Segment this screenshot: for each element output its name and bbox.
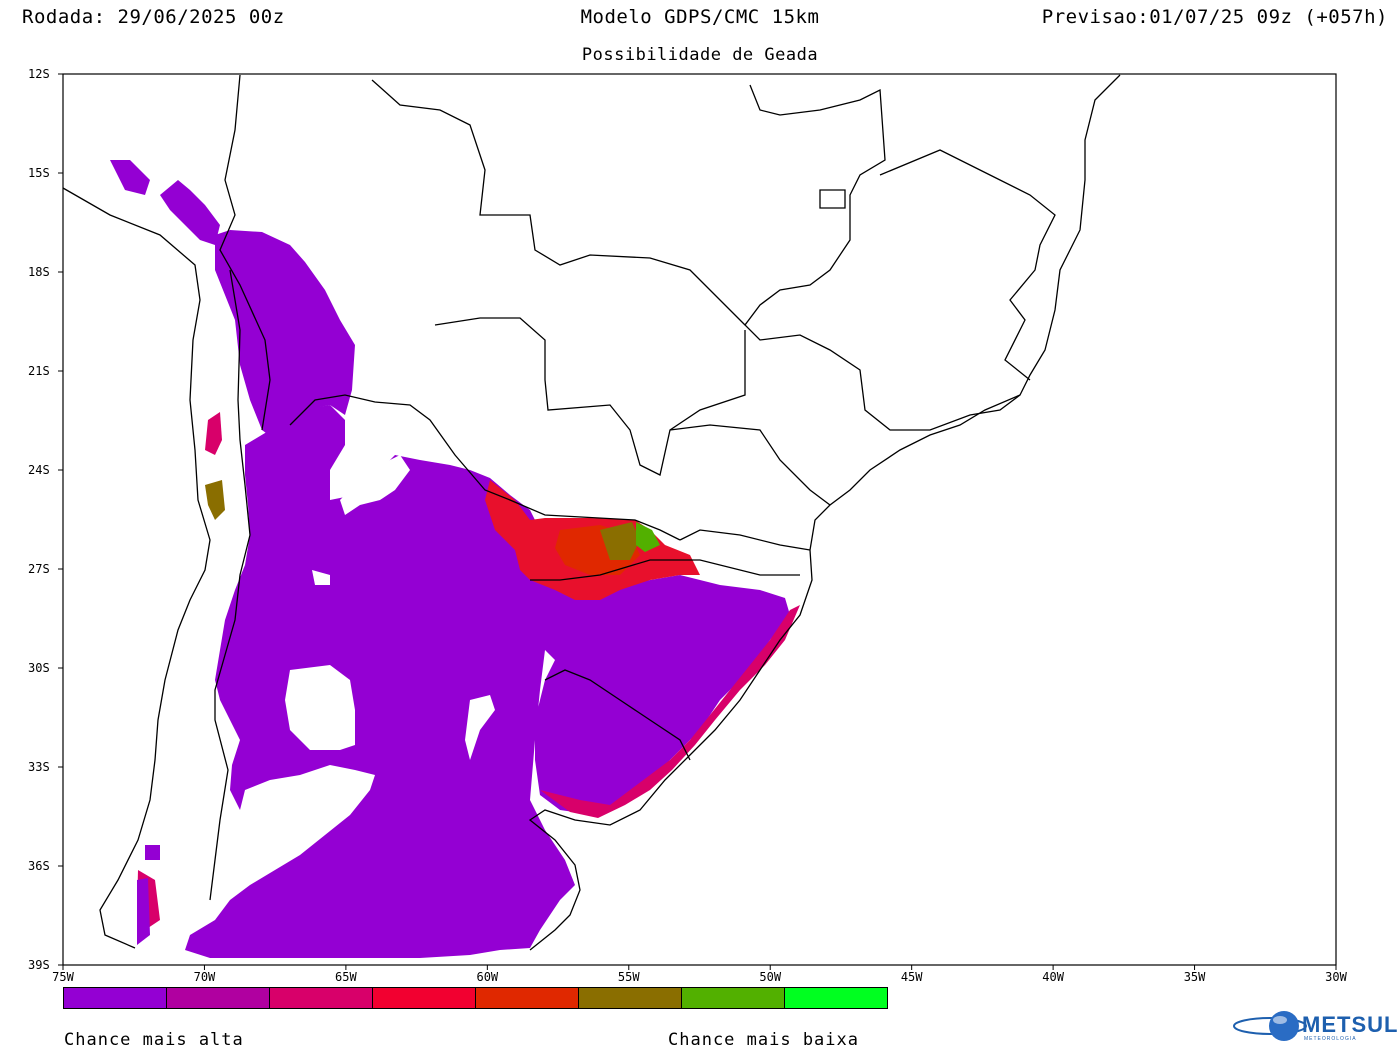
border-sul-states <box>530 559 800 581</box>
frost-area-main <box>160 180 220 245</box>
frost-area-medium <box>205 412 222 455</box>
frost-area-medium <box>205 480 225 520</box>
no-frost-hole <box>340 455 410 515</box>
legend-swatch <box>579 988 682 1008</box>
run-date-label: Rodada: 29/06/2025 00z <box>22 6 285 28</box>
border-mg-state <box>744 84 1021 431</box>
model-name-label: Modelo GDPS/CMC 15km <box>580 6 820 28</box>
legend-swatch <box>64 988 167 1008</box>
coastline-pacific <box>62 187 211 949</box>
border-brazil-north <box>371 79 746 326</box>
border-df <box>819 189 846 209</box>
lon-tick-label: 60W <box>476 970 499 984</box>
no-frost-hole <box>285 665 355 750</box>
forecast-time-label: Previsao:01/07/25 09z (+057h) <box>1041 6 1388 28</box>
frost-area-low <box>600 522 640 560</box>
lat-tick-label: 39S <box>28 958 50 972</box>
frost-field-layer <box>110 160 800 958</box>
metsul-logo: METSUL <box>1302 1012 1399 1037</box>
border-ms-state <box>434 317 746 476</box>
legend-swatch <box>682 988 785 1008</box>
legend-low-label: Chance mais baixa <box>668 1030 859 1050</box>
border-ba-mg <box>879 149 1056 381</box>
legend-swatch <box>785 988 887 1008</box>
lat-tick-label: 24S <box>28 463 50 477</box>
color-legend <box>63 987 888 1009</box>
lat-tick-label: 18S <box>28 265 50 279</box>
lon-tick-label: 30W <box>1325 970 1347 984</box>
lat-tick-label: 30S <box>28 661 50 675</box>
lat-tick-label: 27S <box>28 562 50 576</box>
legend-swatch <box>270 988 373 1008</box>
lon-tick-label: 55W <box>617 970 640 984</box>
map-title: Possibilidade de Geada <box>581 45 819 65</box>
lat-tick-label: 33S <box>28 760 50 774</box>
lat-tick-label: 21S <box>28 364 50 378</box>
frost-area-main <box>145 845 160 860</box>
no-frost-hole <box>465 695 495 760</box>
lat-tick-label: 36S <box>28 859 50 873</box>
border-sp-state <box>669 424 831 506</box>
lon-tick-label: 35W <box>1183 970 1206 984</box>
lon-tick-label: 40W <box>1042 970 1064 984</box>
border-pr-sc <box>679 529 811 551</box>
border-uruguay <box>544 669 691 761</box>
frost-area-main <box>110 160 150 195</box>
coastline-atlantic <box>528 74 1121 951</box>
lon-tick-label: 50W <box>759 970 782 984</box>
map-frame <box>62 73 1337 966</box>
legend-swatch <box>476 988 579 1008</box>
border-bolivia-paraguay <box>289 394 681 541</box>
globe-icon <box>1233 1011 1307 1041</box>
legend-swatch <box>373 988 476 1008</box>
legend-high-label: Chance mais alta <box>64 1030 244 1050</box>
axis-ticks <box>58 73 1337 970</box>
lat-tick-label: 15S <box>28 166 50 180</box>
border-brazil-bolivia <box>219 74 271 431</box>
frost-area-main <box>185 405 790 958</box>
lon-tick-label: 75W <box>52 970 74 984</box>
no-frost-hole <box>312 570 330 585</box>
frost-area-main <box>215 230 355 440</box>
lon-tick-label: 65W <box>335 970 357 984</box>
frost-area-lowest <box>636 522 660 552</box>
frost-map <box>58 73 1337 970</box>
lat-tick-label: 12S <box>28 67 50 81</box>
metsul-logo-subtext: METEOROLOGIA <box>1304 1036 1357 1042</box>
lon-tick-label: 45W <box>900 970 923 984</box>
political-borders <box>62 74 1121 951</box>
legend-swatch <box>167 988 270 1008</box>
frost-area-medium <box>540 605 800 818</box>
frost-area-main <box>137 878 150 945</box>
lon-tick-label: 70W <box>193 970 216 984</box>
border-argentina-chile <box>209 269 251 901</box>
